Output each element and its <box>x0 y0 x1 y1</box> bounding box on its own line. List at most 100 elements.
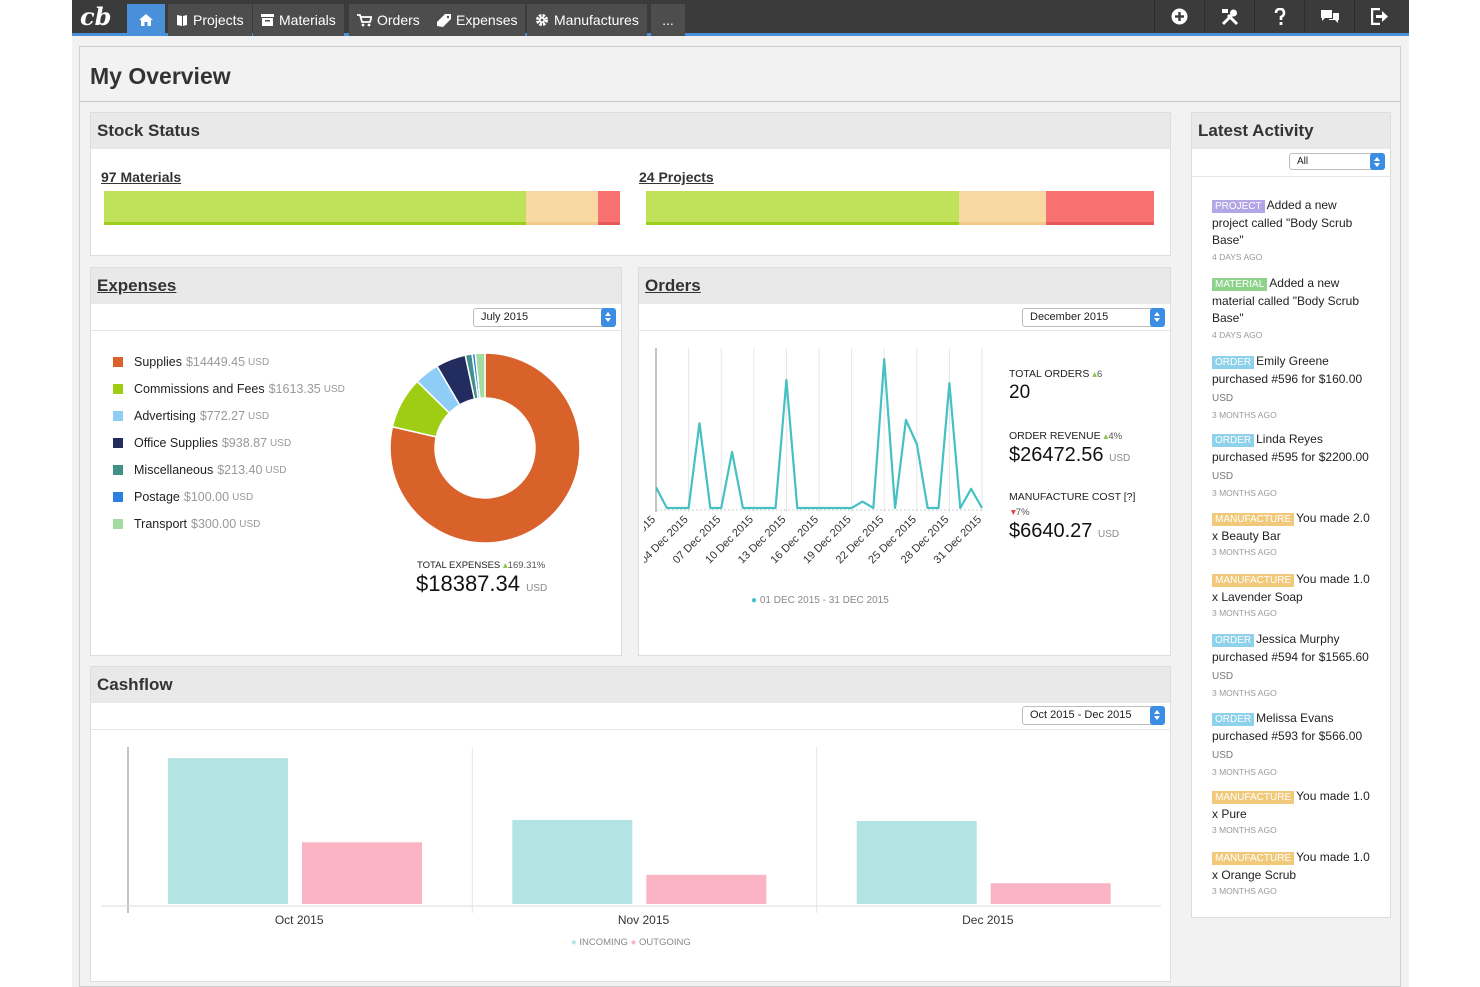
total-orders-label: TOTAL ORDERS ▴6 <box>1009 368 1103 380</box>
activity-text: You made 1.0 x Orange Scrub <box>1212 850 1370 882</box>
activity-text: You made 1.0 x Lavender Soap <box>1212 572 1370 604</box>
bar-outgoing[interactable] <box>990 883 1111 904</box>
add-button[interactable] <box>1154 0 1204 33</box>
projects-segment-out[interactable] <box>1046 191 1154 225</box>
expense-amount: $100.00 <box>183 490 230 504</box>
expense-legend-item[interactable]: Commissions and Fees $1613.35 USD <box>113 381 345 397</box>
expense-legend-item[interactable]: Office Supplies $938.87 USD <box>113 435 291 451</box>
expense-legend-item[interactable]: Transport $300.00 USD <box>113 516 260 532</box>
orders-title[interactable]: Orders <box>639 268 1170 304</box>
donut-slice-supplies[interactable] <box>389 352 581 544</box>
activity-badge: MANUFACTURE <box>1212 574 1295 587</box>
projects-link[interactable]: 24 Projects <box>639 169 714 185</box>
expense-legend-item[interactable]: Supplies $14449.45 USD <box>113 354 269 370</box>
nav-home-button[interactable] <box>127 4 165 36</box>
bar-incoming[interactable] <box>512 819 633 904</box>
activity-badge: PROJECT <box>1212 200 1265 213</box>
page-title: My Overview <box>90 63 231 89</box>
materials-segment-in-stock[interactable] <box>104 191 526 225</box>
activity-filter-select[interactable]: All <box>1289 153 1385 170</box>
expense-legend-item[interactable]: Advertising $772.27 USD <box>113 408 269 424</box>
expense-category-name: Supplies <box>134 355 182 369</box>
activity-timestamp: 3 MONTHS AGO <box>1212 687 1277 698</box>
materials-link[interactable]: 97 Materials <box>101 169 182 185</box>
nav-manufactures-label: Manufactures <box>554 12 639 28</box>
expense-legend-item[interactable]: Postage $100.00 USD <box>113 489 253 505</box>
activity-item[interactable]: ORDER Emily Greene purchased #596 for $16… <box>1212 353 1372 422</box>
x-tick-label: Nov 2015 <box>618 913 670 927</box>
cashflow-period-value: Oct 2015 - Dec 2015 <box>1030 709 1132 721</box>
activity-item[interactable]: ORDER Melissa Evans purchased #593 for $5… <box>1212 710 1372 779</box>
orders-period-select[interactable]: December 2015 <box>1022 308 1165 327</box>
bar-incoming[interactable] <box>856 821 977 904</box>
expense-amount: $938.87 <box>221 436 268 450</box>
question-icon <box>1274 7 1285 25</box>
expenses-title[interactable]: Expenses <box>91 268 621 304</box>
projects-segment-low[interactable] <box>959 191 1047 225</box>
activity-item[interactable]: ORDER Jessica Murphy purchased #594 for $… <box>1212 631 1372 700</box>
nav-materials-label: Materials <box>279 12 336 28</box>
divider <box>91 729 1170 730</box>
expense-category-name: Postage <box>134 490 180 504</box>
manufacture-cost-label[interactable]: MANUFACTURE COST [?] <box>1009 491 1135 503</box>
bar-outgoing[interactable] <box>302 842 422 904</box>
orders-series-line[interactable] <box>655 358 983 510</box>
activity-timestamp: 3 MONTHS AGO <box>1212 608 1277 618</box>
tools-button[interactable] <box>1204 0 1254 33</box>
projects-segment-in-stock[interactable] <box>646 191 960 225</box>
activity-item[interactable]: ORDER Linda Reyes purchased #595 for $220… <box>1212 431 1372 500</box>
bar-outgoing[interactable] <box>646 874 767 904</box>
nav-projects-label: Projects <box>193 12 244 28</box>
activity-item[interactable]: MATERIAL Added a new material called "Bod… <box>1212 275 1372 342</box>
activity-item[interactable]: MANUFACTURE You made 1.0 x Orange Scrub 3 … <box>1212 849 1372 898</box>
orders-chart-legend-text: 01 DEC 2015 - 31 DEC 2015 <box>759 595 889 606</box>
select-arrows-icon <box>1150 308 1165 327</box>
expense-unit: USD <box>239 518 261 530</box>
cashflow-period-select[interactable]: Oct 2015 - Dec 2015 <box>1022 706 1165 725</box>
activity-unit: USD <box>1212 671 1234 682</box>
projects-stock-bar[interactable] <box>646 191 1154 225</box>
activity-item[interactable]: MANUFACTURE You made 2.0 x Beauty Bar 3 MO… <box>1212 510 1372 559</box>
expense-legend-item[interactable]: Miscellaneous $213.40 USD <box>113 462 287 478</box>
nav-orders[interactable]: Orders <box>349 4 428 36</box>
stock-status-panel: Stock Status 97 Materials 24 Projects <box>90 112 1171 256</box>
donut-slice-transport[interactable] <box>474 352 486 400</box>
latest-activity-panel: Latest Activity All PROJECT Added a new p… <box>1191 112 1391 918</box>
materials-stock-bar[interactable] <box>104 191 620 225</box>
nav-projects[interactable]: Projects <box>168 4 252 36</box>
activity-text: Melissa Evans purchased #593 for $566.00 <box>1212 711 1363 743</box>
box-icon <box>261 14 274 26</box>
legend-swatch <box>113 384 123 394</box>
app-logo[interactable]: cb <box>80 2 112 31</box>
expense-category-name: Commissions and Fees <box>134 382 265 396</box>
bar-incoming[interactable] <box>168 758 288 904</box>
activity-item[interactable]: MANUFACTURE You made 1.0 x Pure 3 MONTHS A… <box>1212 788 1372 837</box>
book-icon <box>177 14 187 26</box>
nav-manufactures[interactable]: Manufactures <box>527 4 647 36</box>
help-button[interactable] <box>1254 0 1304 33</box>
materials-segment-low[interactable] <box>525 191 599 225</box>
activity-timestamp: 4 DAYS AGO <box>1212 329 1263 340</box>
activity-item[interactable]: PROJECT Added a new project called "Body … <box>1212 197 1372 264</box>
activity-text: Linda Reyes purchased #595 for $2200.00 <box>1212 432 1369 464</box>
activity-item[interactable]: MANUFACTURE You made 1.0 x Lavender Soap 3… <box>1212 571 1372 620</box>
total-expenses-change: 169.31% <box>507 560 546 571</box>
x-tick-label: Dec 2015 <box>962 913 1014 927</box>
select-arrows-icon <box>1150 706 1165 725</box>
activity-badge: MATERIAL <box>1212 278 1268 291</box>
title-divider <box>80 101 1400 102</box>
activity-text: Added a new project called "Body Scrub B… <box>1212 198 1353 247</box>
total-expenses-value: $18387.34 USD <box>416 571 547 597</box>
nav-expenses[interactable]: Expenses <box>428 4 526 36</box>
nav-materials[interactable]: Materials <box>253 4 344 36</box>
select-arrows-icon <box>1370 153 1385 170</box>
activity-text: You made 1.0 x Pure <box>1212 789 1370 821</box>
activity-unit: USD <box>1212 750 1234 761</box>
expenses-period-select[interactable]: July 2015 <box>473 308 616 327</box>
total-orders-value: 20 <box>1009 382 1031 403</box>
messages-button[interactable] <box>1304 0 1354 33</box>
nav-more[interactable]: ... <box>651 4 685 36</box>
logout-button[interactable] <box>1354 0 1404 33</box>
activity-badge: MANUFACTURE <box>1212 513 1295 526</box>
materials-segment-out[interactable] <box>598 191 620 225</box>
